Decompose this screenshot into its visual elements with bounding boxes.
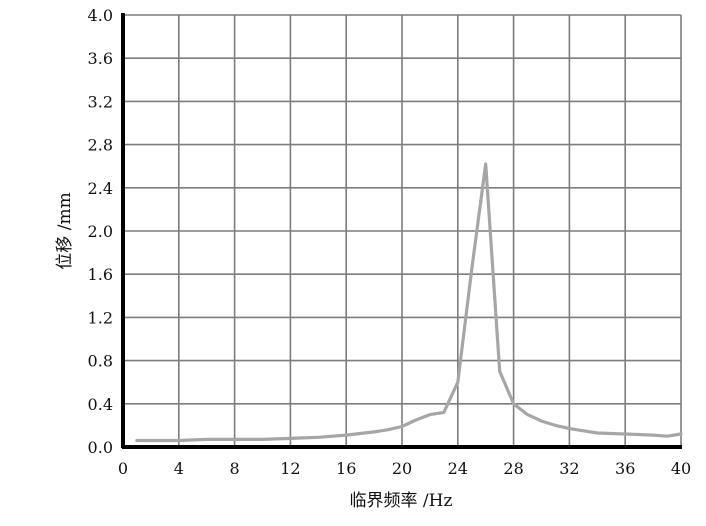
x-tick-label: 4	[174, 459, 184, 478]
grid	[122, 14, 682, 448]
x-tick-label: 32	[559, 459, 579, 478]
y-tick-label: 0.8	[88, 352, 113, 371]
y-tick-label: 0.0	[88, 438, 113, 457]
y-tick-label: 4.0	[88, 6, 113, 25]
y-tick-label: 2.0	[88, 222, 113, 241]
y-tick-label: 2.4	[88, 179, 113, 198]
x-tick-label: 40	[671, 459, 691, 478]
y-tick-label: 3.2	[88, 92, 113, 111]
series-layer	[135, 162, 683, 443]
tick-labels: 0 4 8 12 16 20 24 28 32 36 40 0.0 0.4 0.8 1.2 1.6 2.0 2.4…	[88, 6, 692, 478]
y-tick-label: 2.8	[88, 136, 113, 155]
axes	[121, 13, 682, 449]
x-tick-label: 28	[503, 459, 523, 478]
series-line	[135, 162, 683, 443]
y-tick-label: 0.4	[88, 395, 113, 414]
y-tick-label: 1.6	[88, 265, 113, 284]
y-tick-label: 3.6	[88, 49, 113, 68]
x-axis-title: 临界频率 /Hz	[350, 491, 453, 511]
x-tick-label: 8	[230, 459, 240, 478]
x-tick-label: 16	[336, 459, 356, 478]
x-tick-label: 12	[280, 459, 300, 478]
y-tick-label: 1.2	[88, 308, 113, 327]
y-axis-title: 位移 /mm	[55, 192, 75, 269]
x-tick-label: 36	[615, 459, 635, 478]
x-tick-label: 24	[448, 459, 468, 478]
x-tick-label: 20	[392, 459, 412, 478]
x-tick-label: 0	[118, 459, 128, 478]
